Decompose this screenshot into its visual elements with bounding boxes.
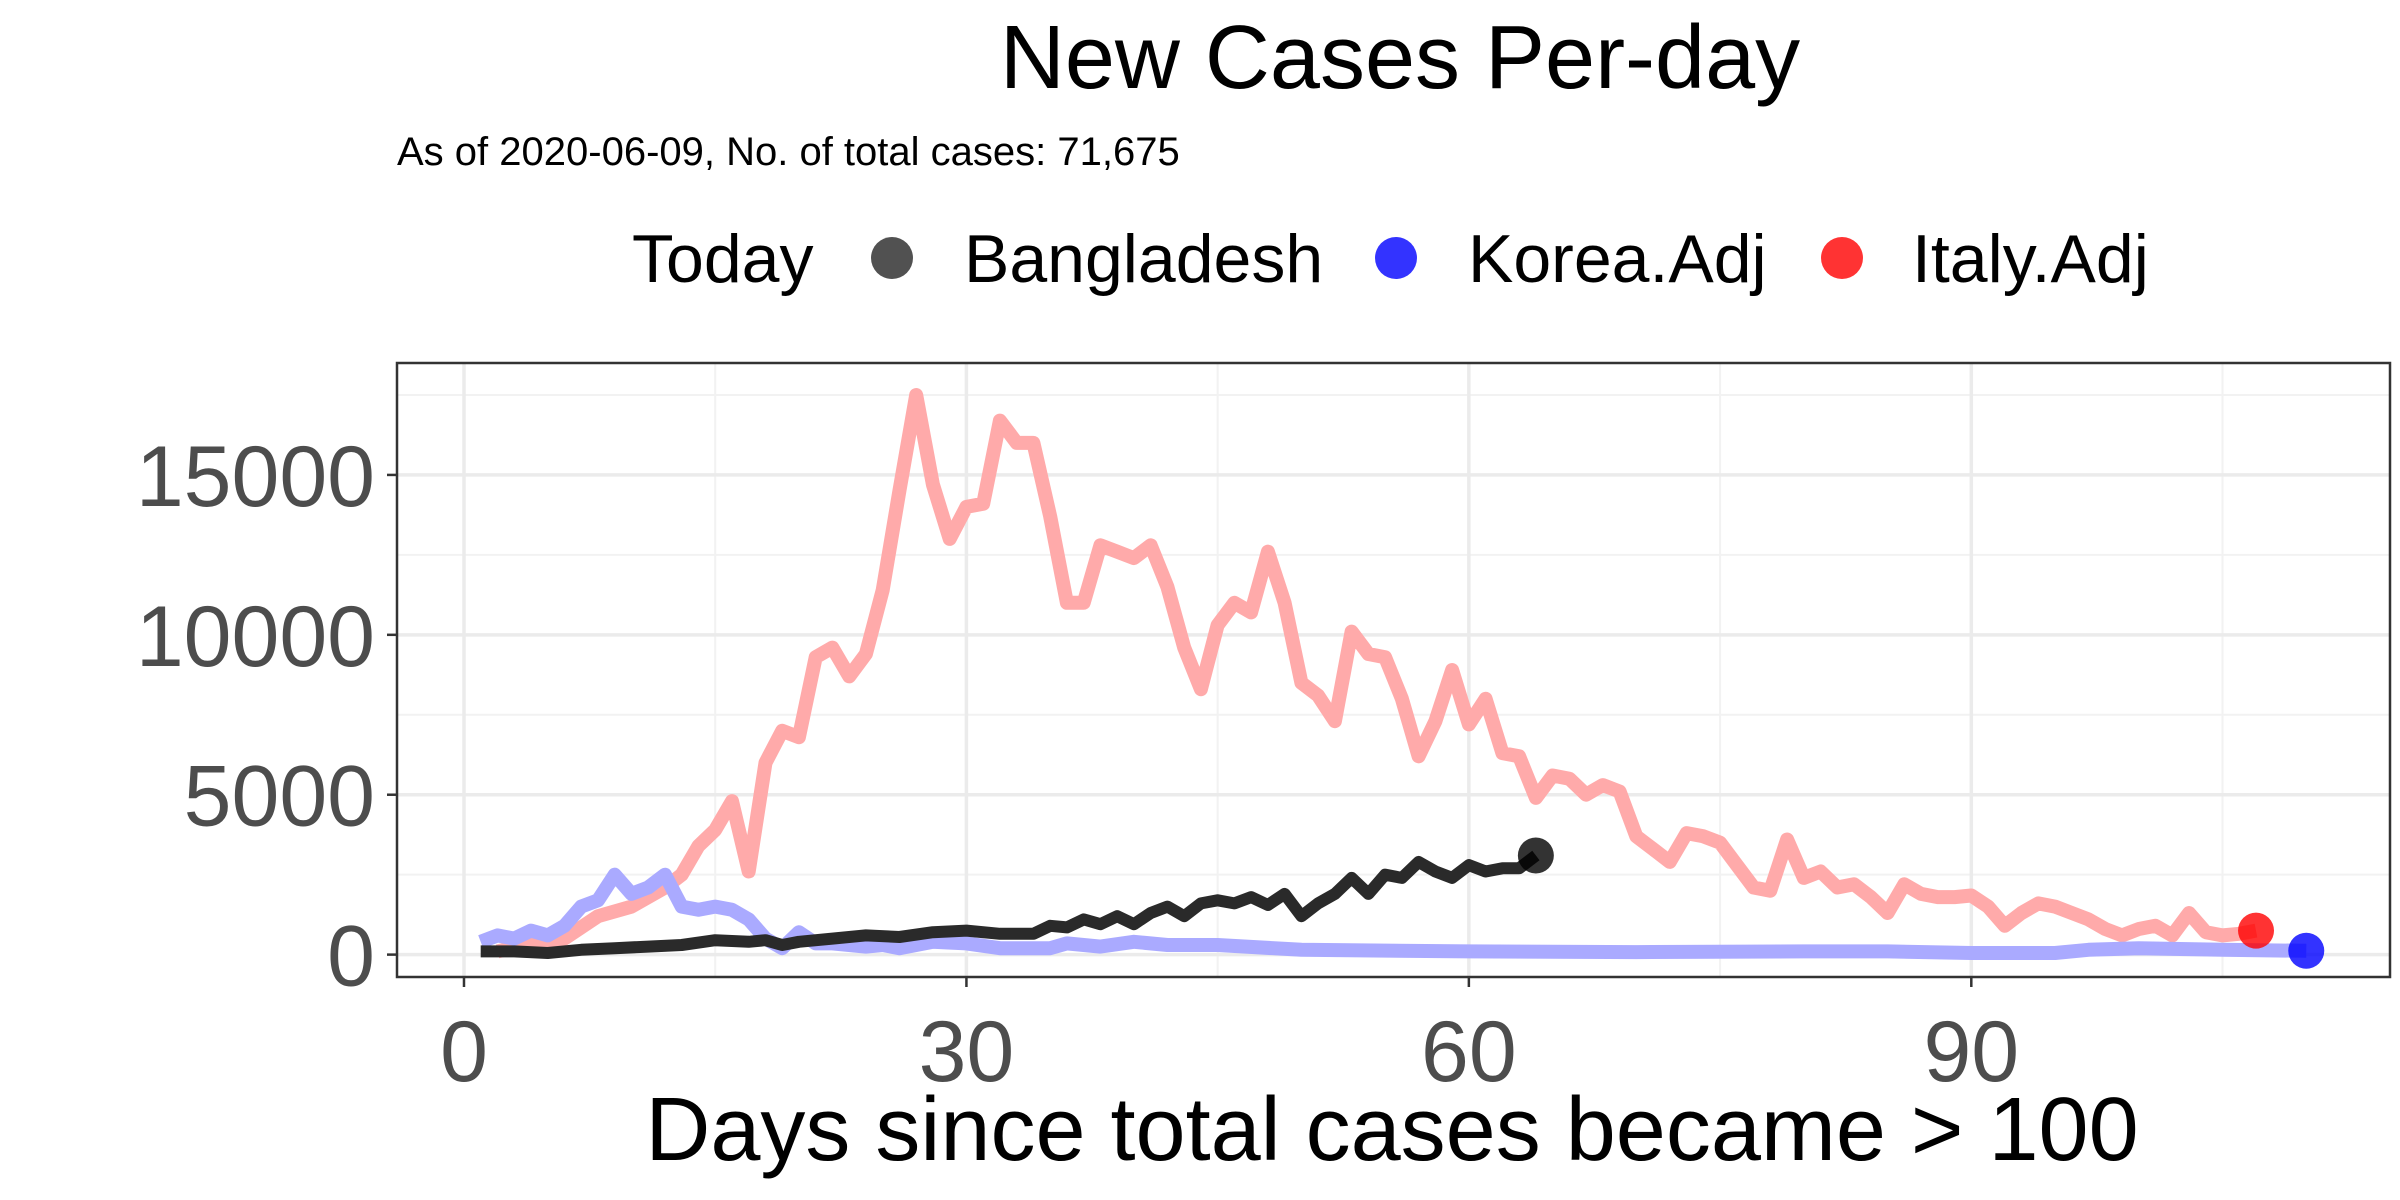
chart-subtitle: As of 2020-06-09, No. of total cases: 71… bbox=[397, 130, 1180, 174]
legend-label-korea: Korea.Adj bbox=[1468, 221, 1767, 297]
legend: Today Bangladesh Korea.Adj Italy.Adj bbox=[632, 221, 2149, 297]
today-point-italy-adj bbox=[2238, 913, 2274, 949]
y-tick-label: 10000 bbox=[136, 589, 375, 685]
legend-title: Today bbox=[632, 221, 813, 297]
x-axis-title: Days since total cases became > 100 bbox=[645, 1080, 2138, 1180]
y-tick-label: 0 bbox=[327, 909, 375, 1005]
legend-label-bangladesh: Bangladesh bbox=[964, 221, 1323, 297]
y-axis: 0 5000 10000 15000 bbox=[136, 429, 397, 1005]
legend-key-bangladesh bbox=[871, 237, 913, 279]
chart-title: New Cases Per-day bbox=[1000, 8, 1800, 108]
legend-label-italy: Italy.Adj bbox=[1912, 221, 2149, 297]
y-tick-label: 5000 bbox=[184, 749, 375, 845]
today-point-bangladesh bbox=[1518, 837, 1554, 873]
y-tick-label: 15000 bbox=[136, 429, 375, 525]
legend-key-italy bbox=[1821, 237, 1863, 279]
x-tick-label: 0 bbox=[440, 1004, 488, 1100]
legend-key-korea bbox=[1375, 237, 1417, 279]
today-point-korea-adj bbox=[2288, 933, 2324, 969]
